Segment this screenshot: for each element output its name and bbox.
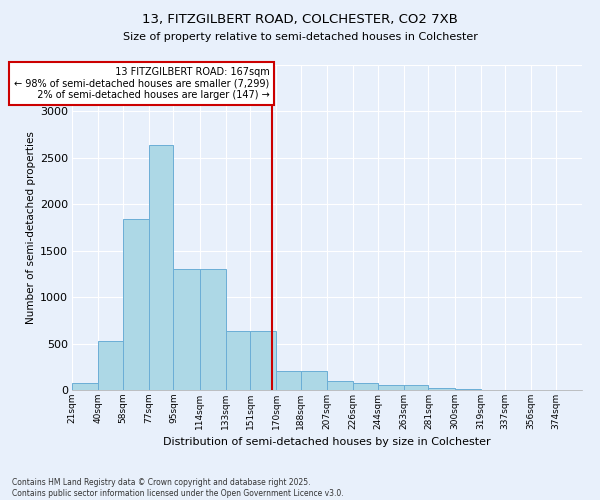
Bar [428,388,455,390]
Bar [378,385,404,390]
Bar [276,370,301,390]
Bar [173,270,199,390]
Bar [199,270,226,390]
Bar [301,370,327,390]
Text: Contains HM Land Registry data © Crown copyright and database right 2025.
Contai: Contains HM Land Registry data © Crown c… [12,478,344,498]
Text: 13, FITZGILBERT ROAD, COLCHESTER, CO2 7XB: 13, FITZGILBERT ROAD, COLCHESTER, CO2 7X… [142,12,458,26]
Bar [123,219,149,390]
Text: 13 FITZGILBERT ROAD: 167sqm
← 98% of semi-detached houses are smaller (7,299)
  : 13 FITZGILBERT ROAD: 167sqm ← 98% of sem… [14,67,269,100]
Bar [72,383,98,390]
X-axis label: Distribution of semi-detached houses by size in Colchester: Distribution of semi-detached houses by … [163,438,491,448]
Y-axis label: Number of semi-detached properties: Number of semi-detached properties [26,131,35,324]
Bar [455,389,481,390]
Text: Size of property relative to semi-detached houses in Colchester: Size of property relative to semi-detach… [122,32,478,42]
Bar [404,385,428,390]
Bar [149,145,173,390]
Bar [353,383,378,390]
Bar [250,330,276,390]
Bar [226,330,250,390]
Bar [98,341,123,390]
Bar [327,380,353,390]
